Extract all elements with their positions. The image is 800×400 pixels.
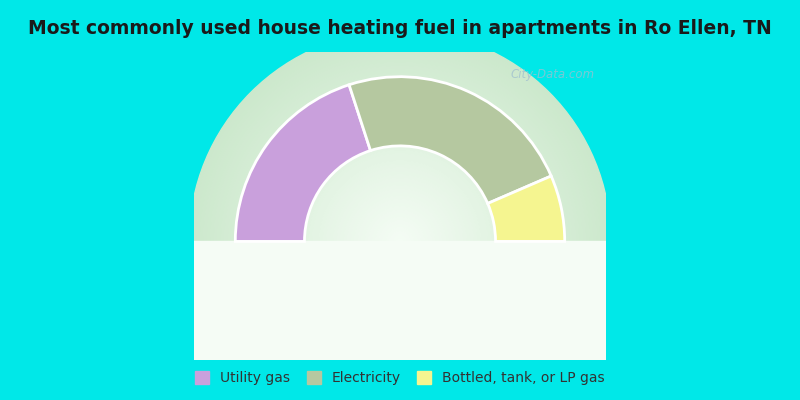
Circle shape	[253, 94, 547, 389]
Circle shape	[309, 150, 491, 333]
Circle shape	[393, 234, 407, 248]
Circle shape	[354, 196, 446, 287]
Circle shape	[312, 154, 488, 329]
Circle shape	[386, 227, 414, 256]
Circle shape	[305, 146, 495, 336]
Circle shape	[330, 171, 470, 312]
Circle shape	[206, 48, 594, 400]
Circle shape	[249, 90, 551, 392]
Circle shape	[326, 168, 474, 315]
Circle shape	[351, 192, 449, 291]
Circle shape	[224, 66, 576, 400]
Circle shape	[340, 182, 460, 301]
Circle shape	[238, 80, 562, 400]
Circle shape	[189, 30, 611, 400]
Circle shape	[294, 136, 506, 347]
Circle shape	[235, 76, 565, 400]
Legend: Utility gas, Electricity, Bottled, tank, or LP gas: Utility gas, Electricity, Bottled, tank,…	[190, 365, 610, 391]
Circle shape	[200, 41, 600, 400]
Circle shape	[218, 59, 582, 400]
Circle shape	[266, 108, 534, 375]
Circle shape	[322, 164, 478, 319]
Circle shape	[284, 126, 516, 357]
Circle shape	[263, 104, 537, 378]
Circle shape	[362, 203, 438, 280]
Circle shape	[193, 34, 607, 400]
Circle shape	[259, 101, 541, 382]
Circle shape	[214, 55, 586, 400]
Wedge shape	[488, 176, 565, 242]
Circle shape	[210, 52, 590, 400]
Bar	[189, 242, 611, 360]
Circle shape	[281, 122, 519, 361]
Circle shape	[228, 69, 572, 400]
Circle shape	[379, 220, 421, 262]
Circle shape	[344, 185, 456, 298]
Circle shape	[382, 224, 418, 259]
Text: Most commonly used house heating fuel in apartments in Ro Ellen, TN: Most commonly used house heating fuel in…	[28, 19, 772, 38]
Circle shape	[319, 160, 481, 322]
Circle shape	[274, 115, 526, 368]
Circle shape	[298, 140, 502, 343]
Circle shape	[368, 210, 432, 273]
Circle shape	[347, 189, 453, 294]
Wedge shape	[235, 85, 370, 242]
Circle shape	[337, 178, 463, 305]
Wedge shape	[349, 77, 551, 204]
Circle shape	[203, 45, 597, 400]
Circle shape	[397, 238, 403, 245]
Circle shape	[372, 213, 428, 270]
Circle shape	[302, 143, 498, 340]
Circle shape	[242, 83, 558, 400]
Circle shape	[390, 231, 410, 252]
Circle shape	[365, 206, 435, 276]
Circle shape	[334, 175, 466, 308]
Circle shape	[246, 87, 554, 396]
Circle shape	[358, 199, 442, 284]
Circle shape	[375, 217, 425, 266]
Circle shape	[196, 38, 604, 400]
Circle shape	[291, 132, 509, 350]
Circle shape	[277, 118, 523, 364]
Circle shape	[221, 62, 579, 400]
Circle shape	[231, 73, 569, 400]
Circle shape	[256, 97, 544, 386]
Circle shape	[270, 112, 530, 372]
Text: City-Data.com: City-Data.com	[510, 68, 594, 82]
Circle shape	[287, 129, 513, 354]
Circle shape	[316, 157, 484, 326]
